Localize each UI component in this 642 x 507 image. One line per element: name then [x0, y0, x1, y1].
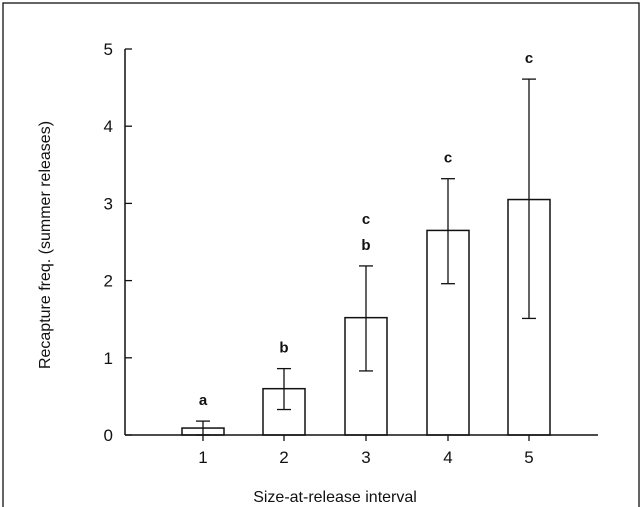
x-tick-label: 2	[279, 448, 288, 467]
x-tick-label: 1	[198, 448, 207, 467]
significance-letter: b	[279, 340, 288, 357]
significance-letter: b	[361, 237, 370, 254]
y-tick-label: 2	[104, 272, 113, 291]
y-tick-label: 4	[104, 117, 113, 136]
y-tick-label: 1	[104, 349, 113, 368]
significance-letter: c	[444, 150, 452, 167]
y-tick-label: 5	[104, 40, 113, 59]
significance-letter: c	[362, 211, 370, 228]
significance-letter: c	[525, 50, 533, 67]
y-tick-label: 0	[104, 426, 113, 445]
x-tick-label: 3	[361, 448, 370, 467]
significance-letter: a	[199, 392, 208, 409]
x-tick-label: 5	[524, 448, 533, 467]
y-axis-label: Recapture freq. (summer releases)	[37, 121, 54, 369]
x-tick-label: 4	[443, 448, 452, 467]
x-axis-label: Size-at-release interval	[253, 489, 417, 506]
y-tick-label: 3	[104, 194, 113, 213]
